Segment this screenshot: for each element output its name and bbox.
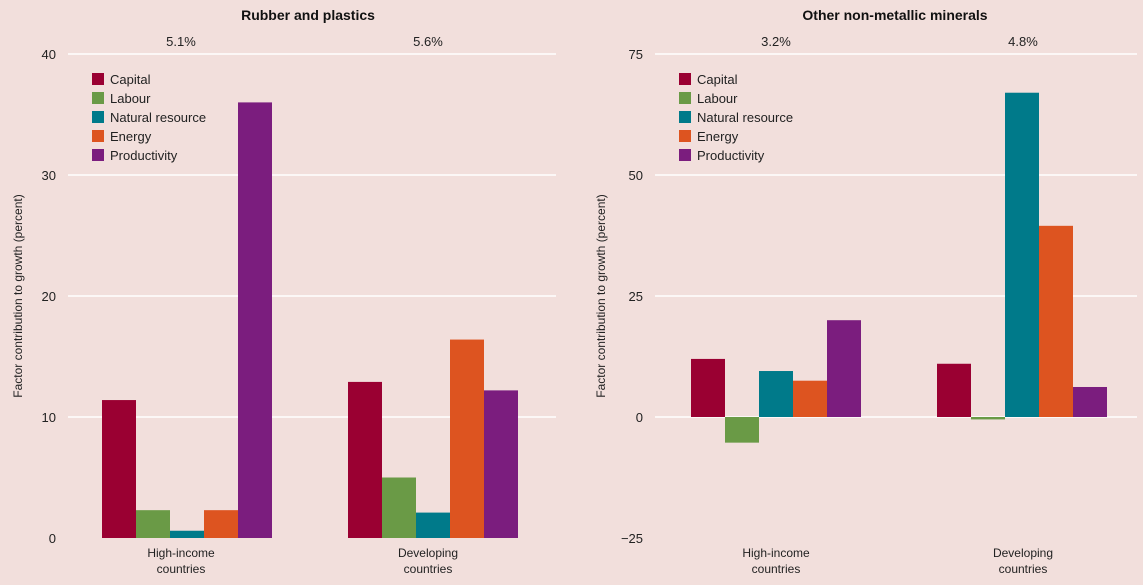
y-tick-label: 50 xyxy=(629,168,643,183)
y-tick-label: 0 xyxy=(49,531,56,546)
bar-energy xyxy=(204,510,238,538)
group-annotation: 3.2% xyxy=(761,34,791,49)
legend-swatch xyxy=(679,73,691,85)
legend-entry: Energy xyxy=(110,129,152,144)
y-tick-label: 30 xyxy=(42,168,56,183)
legend-entry: Energy xyxy=(697,129,739,144)
y-tick-label: 75 xyxy=(629,47,643,62)
bar-labour xyxy=(382,477,416,538)
legend-swatch xyxy=(679,92,691,104)
y-tick-label: 10 xyxy=(42,410,56,425)
legend-entry: Capital xyxy=(697,72,738,87)
legend-swatch xyxy=(92,111,104,123)
legend-swatch xyxy=(679,130,691,142)
legend-entry: Labour xyxy=(110,91,151,106)
legend-entry: Capital xyxy=(110,72,151,87)
y-axis-label: Factor contribution to growth (percent) xyxy=(11,194,25,397)
x-category-label: High-income xyxy=(147,546,215,560)
legend-swatch xyxy=(92,130,104,142)
legend: Capital Labour Natural resource Energy Produ… xyxy=(92,72,206,163)
bar-capital xyxy=(102,400,136,538)
bar-labour xyxy=(725,417,759,443)
bar-energy xyxy=(1039,225,1073,417)
legend-swatch xyxy=(92,149,104,161)
y-axis-label: Factor contribution to growth (percent) xyxy=(594,194,608,397)
legend-swatch xyxy=(679,149,691,161)
bar-labour xyxy=(971,417,1005,420)
legend-swatch xyxy=(92,73,104,85)
group-annotation: 5.6% xyxy=(413,34,443,49)
legend-entry: Productivity xyxy=(110,148,178,163)
chart-title: Rubber and plastics xyxy=(241,7,375,23)
bar-capital xyxy=(937,363,971,417)
bar-productivity xyxy=(238,102,272,539)
y-tick-label: 20 xyxy=(42,289,56,304)
x-category-label: countries xyxy=(999,562,1048,576)
y-tick-label: 25 xyxy=(629,289,643,304)
legend-entry: Productivity xyxy=(697,148,765,163)
bar-energy xyxy=(793,380,827,417)
bar-natural-resource xyxy=(759,371,793,417)
y-tick-label: 40 xyxy=(42,47,56,62)
x-category-label: countries xyxy=(752,562,801,576)
x-category-label: countries xyxy=(404,562,453,576)
bar-natural-resource xyxy=(1005,92,1039,417)
legend-entry: Natural resource xyxy=(110,110,206,125)
legend-swatch xyxy=(679,111,691,123)
chart-2: Other non-metallic minerals −25 0 25 50 75 Fac… xyxy=(594,7,1137,576)
legend-swatch xyxy=(92,92,104,104)
bar-productivity xyxy=(827,320,861,417)
legend-entry: Labour xyxy=(697,91,738,106)
bar-capital xyxy=(691,358,725,417)
legend-entry: Natural resource xyxy=(697,110,793,125)
y-tick-label: 0 xyxy=(636,410,643,425)
x-category-label: High-income xyxy=(742,546,810,560)
bar-capital xyxy=(348,381,382,538)
group-annotation: 5.1% xyxy=(166,34,196,49)
chart-title: Other non-metallic minerals xyxy=(802,7,987,23)
chart-1: Rubber and plastics 0 10 20 30 40 Factor contr… xyxy=(11,7,556,576)
x-category-label: Developing xyxy=(398,546,458,560)
bar-natural-resource xyxy=(170,530,204,538)
bar-energy xyxy=(450,339,484,538)
bar-productivity xyxy=(484,390,518,538)
bar-natural-resource xyxy=(416,512,450,538)
bar-productivity xyxy=(1073,386,1107,417)
x-category-label: countries xyxy=(157,562,206,576)
group-annotation: 4.8% xyxy=(1008,34,1038,49)
legend: Capital Labour Natural resource Energy Produ… xyxy=(679,72,793,163)
x-category-label: Developing xyxy=(993,546,1053,560)
y-tick-label: −25 xyxy=(621,531,643,546)
bar-labour xyxy=(136,510,170,538)
